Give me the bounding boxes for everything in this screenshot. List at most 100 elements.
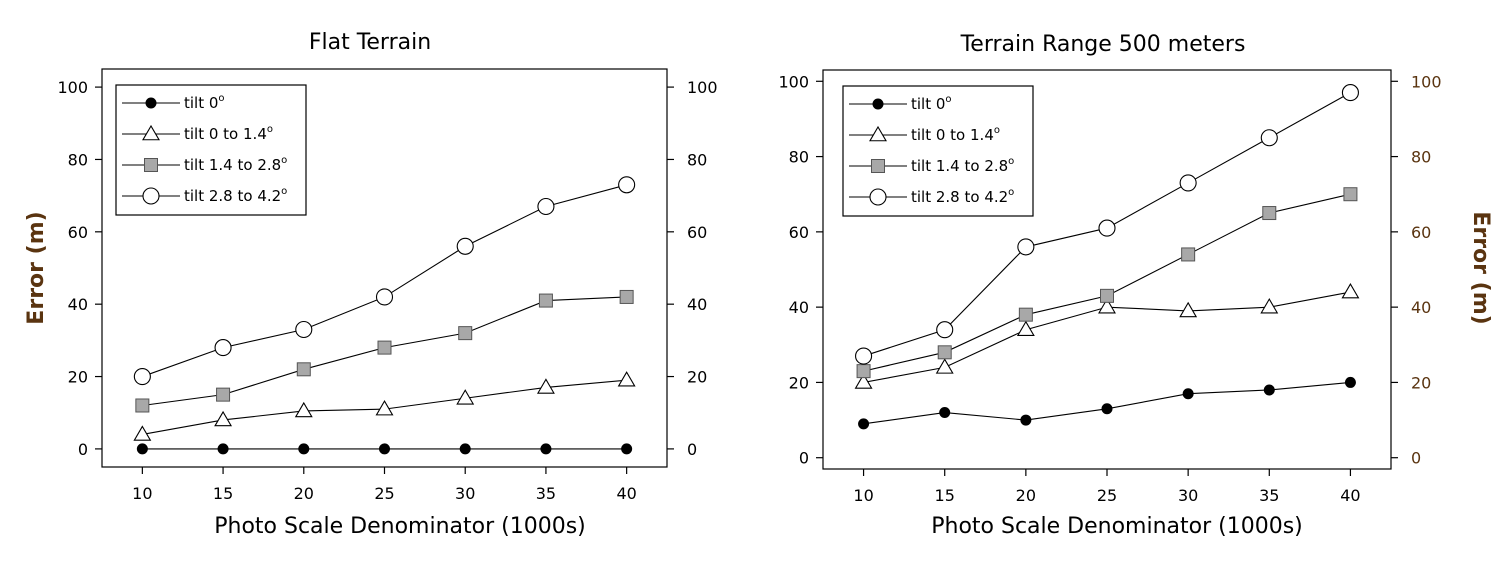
legend-marker: [142, 124, 160, 141]
data-point: [935, 358, 954, 374]
x-tick-label: 20: [1016, 486, 1036, 505]
data-point: [537, 197, 555, 216]
legend-label: tilt 2.8 to 4.2o: [184, 186, 287, 205]
legend-entry-1: tilt 0 to 1.4o: [122, 124, 273, 143]
data-point: [1341, 84, 1359, 102]
y-axis-label: Error (m): [24, 211, 49, 324]
data-point: [1098, 298, 1116, 314]
legend-marker: [869, 125, 887, 142]
data-point: [1341, 282, 1360, 299]
chart-title: Terrain Range 500 meters: [960, 32, 1246, 57]
x-tick-label: 25: [374, 484, 394, 503]
data-point: [214, 410, 233, 427]
axes-group: 10 15 20 25 30 35 40 0 0 20 20 40 40 60 60 80 80 100 100: [778, 72, 1441, 505]
data-point: [1262, 206, 1277, 221]
y-tick-label-left: 80: [789, 148, 809, 167]
y-tick-label-right: 40: [687, 295, 707, 314]
x-tick-label: 15: [935, 486, 955, 505]
data-point: [856, 364, 871, 379]
series-line: [863, 381, 1351, 425]
x-tick-label: 25: [1097, 486, 1117, 505]
axes-group: 10 15 20 25 30 35 40 0 0 20 20 40 40 60 60 80 80 100 100: [57, 78, 717, 503]
series-layer: [854, 84, 1360, 430]
y-axis-label: Error (m): [1468, 211, 1493, 324]
data-point: [214, 339, 232, 357]
data-point: [133, 425, 152, 441]
data-point: [456, 237, 474, 255]
series-1: [133, 371, 636, 441]
data-point: [1179, 174, 1197, 192]
x-tick-label: 20: [294, 484, 314, 503]
x-tick-label: 10: [853, 486, 873, 505]
y-tick-label-right: 80: [1411, 148, 1431, 167]
legend-marker: [871, 159, 885, 173]
series-1: [854, 282, 1360, 389]
data-point: [617, 371, 636, 387]
data-point: [136, 443, 148, 455]
y-tick-label-right: 20: [1411, 373, 1431, 392]
data-point: [858, 418, 870, 430]
data-point: [459, 443, 471, 455]
y-tick-label-left: 100: [778, 72, 809, 91]
y-tick-label-left: 40: [68, 295, 88, 314]
legend-entry-1: tilt 0 to 1.4o: [849, 125, 1000, 144]
y-tick-label-left: 20: [789, 373, 809, 392]
data-point: [621, 443, 633, 455]
data-point: [375, 288, 394, 306]
legend-entry-3: tilt 2.8 to 4.2o: [849, 187, 1014, 206]
legend: tilt 0o tilt 0 to 1.4o tilt 1.4 to 2.8o til…: [842, 85, 1034, 217]
data-point: [1016, 320, 1035, 337]
chart-title: Flat Terrain: [309, 30, 431, 55]
data-point: [1263, 384, 1275, 396]
data-point: [937, 345, 952, 360]
y-tick-label-right: 40: [1411, 298, 1431, 317]
data-point: [1344, 376, 1356, 388]
data-point: [216, 387, 231, 402]
data-point: [854, 373, 873, 389]
data-point: [296, 362, 311, 377]
x-tick-label: 30: [1178, 486, 1198, 505]
y-tick-label-right: 60: [1411, 223, 1431, 242]
y-tick-label-left: 20: [68, 368, 88, 387]
data-point: [1101, 403, 1113, 415]
y-tick-label-left: 80: [68, 150, 88, 169]
data-point: [618, 176, 636, 194]
data-point: [538, 293, 553, 308]
data-point: [1100, 288, 1114, 303]
data-point: [1260, 129, 1278, 147]
data-point: [540, 443, 552, 455]
legend-label: tilt 0o: [911, 94, 952, 113]
legend-entry-3: tilt 2.8 to 4.2o: [122, 186, 287, 205]
data-point: [133, 367, 151, 386]
legend-label: tilt 0 to 1.4o: [184, 124, 273, 143]
legend-entry-2: tilt 1.4 to 2.8o: [849, 156, 1014, 175]
data-point: [295, 320, 313, 339]
data-point: [1182, 388, 1194, 400]
data-point: [458, 326, 473, 341]
y-tick-label-left: 40: [789, 298, 809, 317]
y-tick-label-right: 0: [687, 440, 697, 459]
legend-marker: [872, 98, 884, 110]
data-point: [1343, 187, 1358, 202]
data-point: [1179, 301, 1198, 318]
series-layer: [133, 176, 636, 455]
chart-terrain-range-500: Terrain Range 500 meters 10 15 20 25 30 35 40 0…: [778, 32, 1493, 539]
legend-label: tilt 0o: [184, 93, 225, 112]
legend-label: tilt 1.4 to 2.8o: [184, 155, 287, 174]
series-3: [855, 84, 1359, 365]
y-tick-label-right: 60: [687, 223, 707, 242]
legend-marker: [869, 188, 887, 206]
series-0: [136, 443, 633, 455]
data-point: [536, 378, 555, 394]
y-tick-label-right: 100: [1411, 72, 1442, 91]
x-axis-label: Photo Scale Denominator (1000s): [214, 514, 586, 539]
y-tick-label-left: 60: [68, 223, 88, 242]
legend-label: tilt 2.8 to 4.2o: [911, 187, 1014, 206]
legend-entry-2: tilt 1.4 to 2.8o: [122, 155, 287, 174]
legend-label: tilt 0 to 1.4o: [911, 125, 1000, 144]
y-tick-label-right: 0: [1411, 449, 1421, 468]
x-tick-label: 10: [132, 484, 152, 503]
x-axis-label: Photo Scale Denominator (1000s): [931, 514, 1303, 539]
data-point: [1018, 307, 1033, 322]
